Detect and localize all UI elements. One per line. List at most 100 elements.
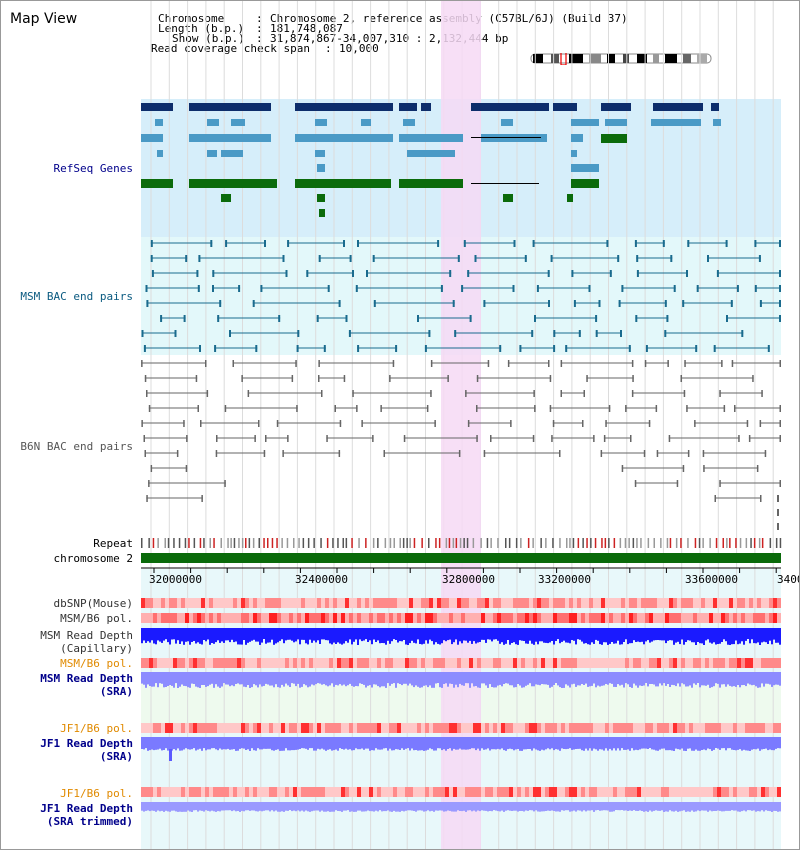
depth-bar (687, 802, 689, 812)
heat-cell (613, 787, 617, 797)
repeat-mark (248, 538, 251, 548)
depth-bar (747, 628, 749, 639)
depth-bar (545, 802, 547, 811)
heat-cell (581, 613, 585, 623)
depth-bar (701, 628, 703, 644)
depth-bar (421, 737, 423, 751)
heat-cell (257, 658, 261, 668)
depth-bar (345, 628, 347, 642)
depth-bar (409, 737, 411, 751)
depth-bar (761, 628, 763, 643)
depth-bar (535, 628, 537, 642)
depth-bar (421, 802, 423, 811)
depth-bar (291, 737, 293, 751)
repeat-mark (230, 538, 232, 548)
heat-cell (629, 787, 633, 797)
heat-cell (357, 787, 361, 797)
heat-cell (753, 658, 757, 668)
heat-cell (445, 787, 449, 797)
heat-cell (673, 598, 677, 608)
heat-cell (177, 723, 181, 733)
depth-bar (589, 672, 591, 687)
depth-bar (643, 802, 645, 812)
depth-bar (261, 737, 263, 750)
heat-cell (261, 613, 265, 623)
bac-end (278, 315, 281, 322)
depth-bar (509, 672, 511, 686)
depth-bar (759, 737, 761, 751)
heat-cell (701, 723, 705, 733)
depth-bar (345, 802, 347, 811)
bac-end (519, 345, 522, 352)
depth-bar (581, 672, 583, 684)
bac-end (603, 435, 606, 442)
heat-cell (397, 658, 401, 668)
heat-cell (629, 658, 633, 668)
heat-cell (613, 613, 617, 623)
repeat-mark (619, 538, 622, 548)
depth-bar (573, 802, 575, 811)
depth-bar (241, 737, 243, 749)
heat-cell (593, 613, 597, 623)
depth-bar (427, 628, 429, 644)
bac-end (146, 300, 149, 307)
depth-bar (341, 737, 343, 749)
depth-bar (247, 802, 249, 811)
heat-cell (173, 598, 177, 608)
depth-bar (445, 737, 447, 751)
depth-bar (493, 672, 495, 688)
heat-cell (189, 658, 193, 668)
heat-cell (709, 723, 713, 733)
heat-cell (457, 723, 461, 733)
depth-bar (515, 672, 517, 688)
heat-cell (637, 787, 641, 797)
depth-bar (295, 737, 297, 750)
bac-end (731, 360, 734, 367)
chromosome-ideogram[interactable] (529, 53, 715, 65)
heat-cell (565, 598, 569, 608)
bac-end (217, 315, 220, 322)
heat-cell (541, 658, 545, 668)
heat-cell (265, 787, 269, 797)
heat-cell (725, 613, 729, 623)
depth-bar (345, 737, 347, 749)
depth-bar (597, 672, 599, 686)
depth-bar (187, 737, 189, 750)
heat-cell (305, 613, 309, 623)
bac-end (548, 300, 550, 307)
heat-cell (165, 658, 169, 668)
bac-end (424, 345, 427, 352)
bac-end (183, 420, 185, 427)
depth-bar (145, 802, 147, 811)
heat-cell (737, 723, 741, 733)
heat-cell (429, 613, 433, 623)
depth-bar (257, 802, 259, 812)
depth-bar (449, 737, 451, 749)
gene-feature (471, 183, 539, 184)
heat-cell (429, 787, 433, 797)
heat-cell (377, 658, 381, 668)
depth-bar (407, 672, 409, 686)
depth-bar (523, 628, 525, 641)
depth-bar (751, 802, 753, 811)
heat-cell (213, 658, 217, 668)
depth-bar (693, 737, 695, 751)
depth-bar (463, 628, 465, 641)
heat-cell (641, 658, 645, 668)
heat-cell (465, 658, 469, 668)
depth-bar (591, 628, 593, 643)
gene-feature (221, 150, 243, 157)
heat-cell (597, 658, 601, 668)
heat-cell (717, 613, 721, 623)
heat-cell (281, 787, 285, 797)
bac-end (206, 390, 209, 397)
depth-bar (615, 802, 617, 810)
depth-bar (483, 628, 485, 640)
depth-bar (533, 802, 535, 812)
heat-cell (601, 598, 605, 608)
heat-cell (633, 787, 637, 797)
heat-cell (149, 613, 153, 623)
depth-bar (717, 672, 719, 684)
track-label-capillary: (Capillary) (60, 642, 133, 655)
